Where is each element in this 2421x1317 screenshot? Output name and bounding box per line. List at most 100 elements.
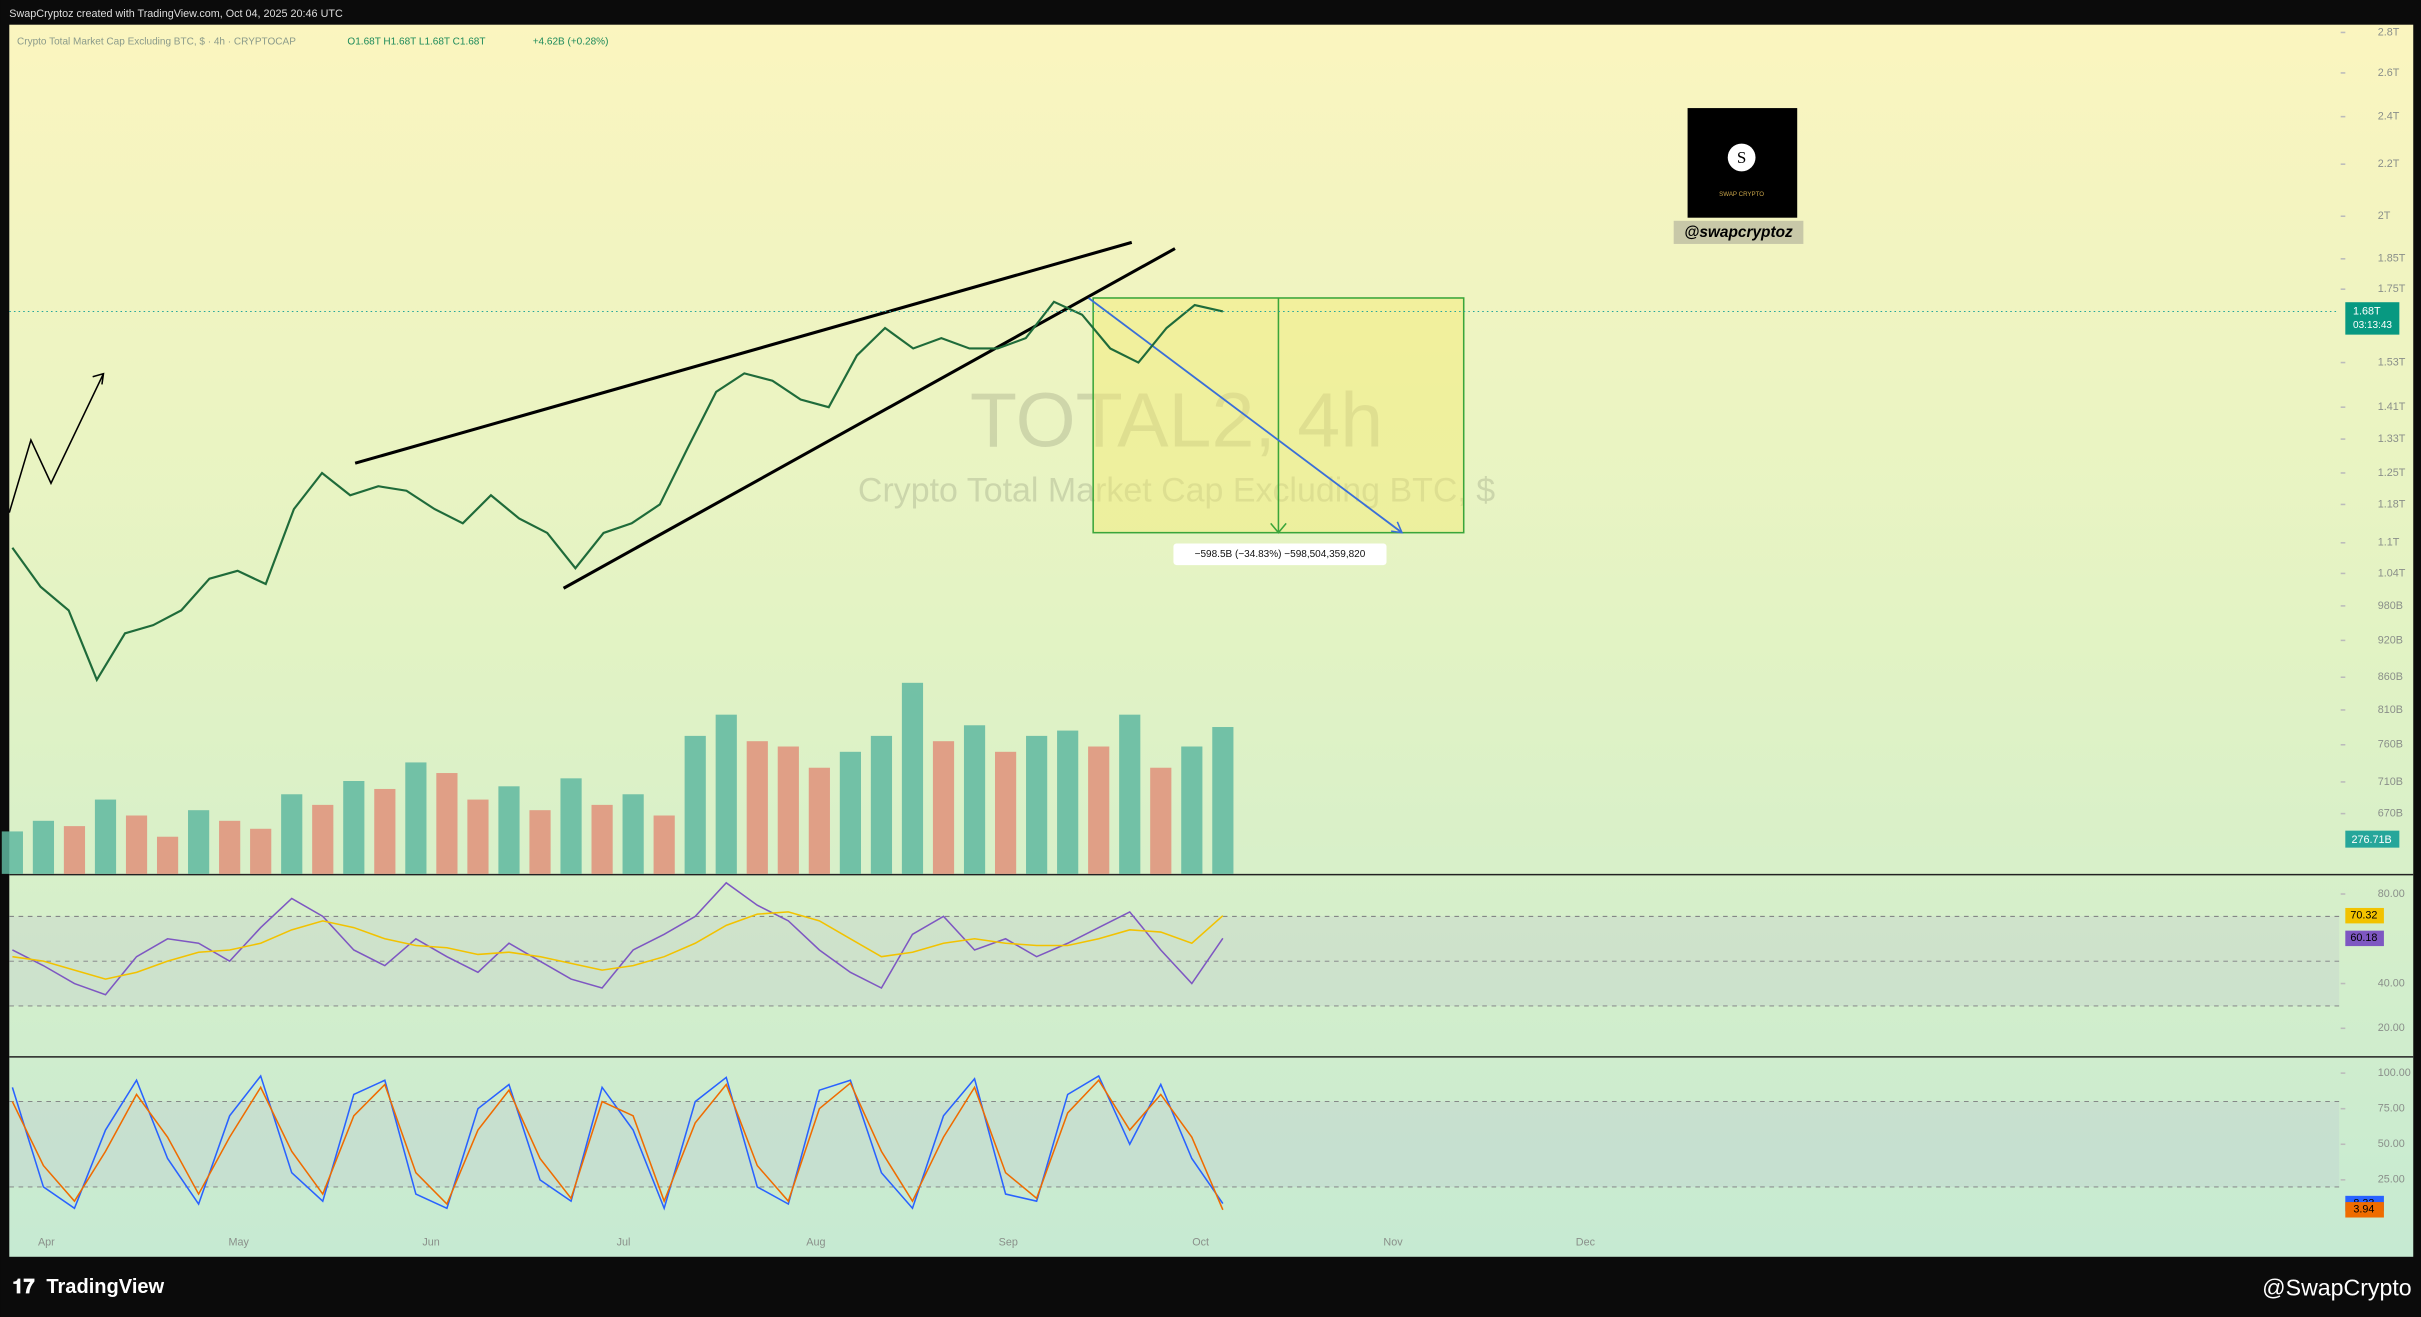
volume-bar xyxy=(622,794,644,874)
volume-bar xyxy=(684,735,706,874)
last-price-box xyxy=(2345,302,2400,335)
x-tick-label: Sep xyxy=(999,1237,1018,1249)
volume-bar xyxy=(715,714,737,874)
trend-line xyxy=(562,247,1176,590)
series-line xyxy=(12,881,1224,996)
handle: @swapcryptoz xyxy=(1684,224,1793,241)
countdown: 03:13:43 xyxy=(2353,320,2392,331)
value-label-box xyxy=(2345,1202,2384,1218)
volume-bar xyxy=(32,820,55,874)
volume-bar xyxy=(839,751,861,874)
x-tick-label: Jun xyxy=(422,1237,439,1249)
y-tick-label: 670B xyxy=(2378,807,2403,819)
y-tick-label: 1.41T xyxy=(2378,401,2406,413)
series-line xyxy=(11,300,1224,683)
y-tick-label: 50.00 xyxy=(2378,1138,2405,1150)
volume-label-box xyxy=(2345,830,2400,848)
footer-handle: @SwapCrypto xyxy=(2262,1274,2412,1300)
volume-bar xyxy=(188,810,210,874)
x-tick-label: Jul xyxy=(617,1237,631,1249)
volume-bar xyxy=(653,815,675,874)
volume-bar xyxy=(1057,730,1079,874)
credit: SwapCryptoz created with TradingView.com… xyxy=(9,8,343,20)
y-tick-label: 40.00 xyxy=(2378,977,2405,989)
volume-bar xyxy=(963,725,986,874)
y-tick-label: 2.2T xyxy=(2378,158,2400,170)
y-tick-label: 710B xyxy=(2378,776,2403,788)
volume-bar xyxy=(901,682,924,874)
y-tick-label: 1.1T xyxy=(2378,537,2400,549)
volume-bar xyxy=(932,741,955,874)
volume-bar xyxy=(156,836,179,874)
volume-bar xyxy=(374,788,396,874)
y-tick-label: 2.8T xyxy=(2378,26,2400,38)
volume-bar xyxy=(467,799,489,874)
logo-coin xyxy=(1727,143,1756,172)
volume-bar xyxy=(591,804,613,874)
volume-bar xyxy=(777,746,799,874)
last-price: 1.68T xyxy=(2353,305,2381,317)
series-line xyxy=(11,1078,1224,1211)
volume-bar xyxy=(498,786,520,874)
x-tick-label: Apr xyxy=(38,1237,55,1249)
volume-bar xyxy=(312,804,334,874)
value-label: 70.32 xyxy=(2350,910,2377,922)
volume-bar xyxy=(125,815,148,874)
volume-bar xyxy=(1212,727,1234,874)
y-tick-label: 1.53T xyxy=(2378,356,2406,368)
y-tick-label: 760B xyxy=(2378,739,2403,751)
x-tick-label: May xyxy=(229,1237,250,1249)
y-tick-label: 980B xyxy=(2378,600,2403,612)
y-tick-label: 1.75T xyxy=(2378,283,2406,295)
y-tick-label: 80.00 xyxy=(2378,888,2405,900)
y-tick-label: 1.04T xyxy=(2378,567,2406,579)
y-tick-label: 2.4T xyxy=(2378,111,2400,123)
value-label: 60.18 xyxy=(2350,932,2377,944)
volume-bar xyxy=(1,831,23,874)
volume-bar xyxy=(94,799,117,874)
y-tick-label: 1.85T xyxy=(2378,253,2406,265)
volume-bar xyxy=(808,767,830,874)
measure-label: −598.5B (−34.83%) −598,504,359,820 xyxy=(1195,549,1366,560)
volume-label: 276.71B xyxy=(2351,834,2391,846)
footer-brand: TradingView xyxy=(46,1276,164,1298)
sketch-arrow xyxy=(8,372,105,513)
y-tick-label: 1.25T xyxy=(2378,467,2406,479)
watermark-name: Crypto Total Market Cap Excluding BTC, $ xyxy=(858,471,1495,509)
y-tick-label: 100.00 xyxy=(2378,1067,2411,1079)
band-fill xyxy=(9,916,2340,1006)
volume-bar xyxy=(1150,767,1172,874)
watermark-ticker: TOTAL2, 4h xyxy=(970,378,1383,464)
trend-line xyxy=(354,240,1133,465)
logo-letter: S xyxy=(1737,148,1746,167)
volume-bar xyxy=(405,762,427,874)
volume-bar xyxy=(343,781,365,874)
volume-bar xyxy=(870,735,893,874)
value-label-box xyxy=(2345,907,2384,924)
volume-bar xyxy=(436,773,458,874)
y-tick-label: 75.00 xyxy=(2378,1103,2405,1115)
footer-logo: 𝟏𝟕 xyxy=(12,1276,34,1298)
volume-bar xyxy=(63,826,86,874)
logo-brand: SWAP CRYPTO xyxy=(1719,191,1764,198)
y-tick-label: 2.6T xyxy=(2378,67,2400,79)
value-label-box xyxy=(2345,930,2384,947)
volume-bar xyxy=(250,828,272,874)
y-tick-label: 2T xyxy=(2378,210,2391,222)
y-tick-label: 860B xyxy=(2378,671,2403,683)
x-tick-label: Oct xyxy=(1192,1237,1209,1249)
volume-bar xyxy=(994,751,1017,874)
y-tick-label: 810B xyxy=(2378,704,2403,716)
legend-symbol: Crypto Total Market Cap Excluding BTC, $… xyxy=(17,36,296,47)
legend-change: +4.62B (+0.28%) xyxy=(533,36,609,47)
x-tick-label: Nov xyxy=(1383,1237,1403,1249)
volume-bar xyxy=(1088,746,1110,874)
volume-bar xyxy=(746,741,768,874)
volume-bar xyxy=(560,778,582,874)
band-fill xyxy=(9,1101,2340,1187)
volume-bar xyxy=(1181,746,1203,874)
y-tick-label: 920B xyxy=(2378,634,2403,646)
volume-bar xyxy=(529,810,551,874)
volume-bar xyxy=(219,820,241,874)
